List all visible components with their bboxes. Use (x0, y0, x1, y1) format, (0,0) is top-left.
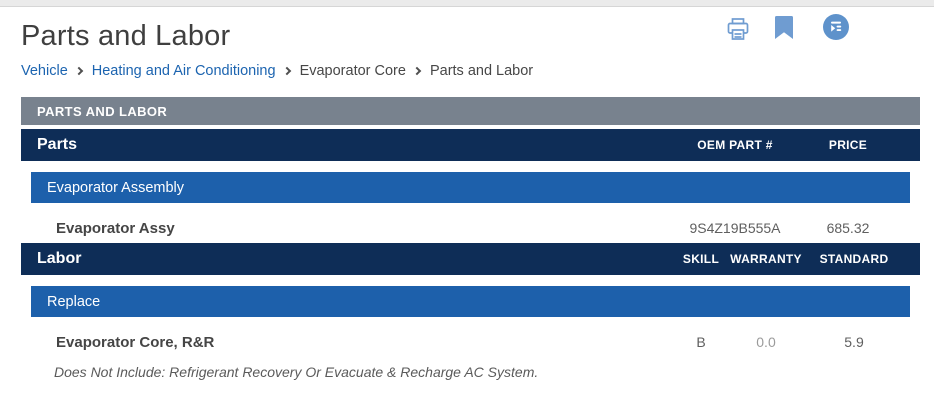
labor-skill-value: B (696, 334, 706, 350)
column-header-standard: STANDARD (819, 252, 889, 266)
labor-standard-value: 5.9 (844, 334, 864, 350)
breadcrumb-parts-and-labor: Parts and Labor (429, 62, 534, 79)
window-top-strip (0, 0, 934, 7)
bookmark-button[interactable] (775, 16, 793, 42)
quick-list-button[interactable] (823, 14, 849, 43)
part-name: Evaporator Assy (56, 219, 175, 237)
breadcrumb-heating-and-air-conditioning[interactable]: Heating and Air Conditioning (91, 62, 276, 79)
parts-and-labor-panel: PARTS AND LABOR Parts OEM PART # PRICE E… (21, 97, 920, 380)
parts-header-bar: Parts OEM PART # PRICE (21, 129, 920, 161)
labor-warranty-value: 0.0 (756, 334, 776, 350)
labor-row: Evaporator Core, R&R B 0.0 5.9 (21, 317, 920, 357)
labor-operation-name: Evaporator Core, R&R (56, 333, 215, 351)
chevron-right-icon (74, 66, 84, 75)
quick-list-icon (823, 14, 849, 43)
column-header-price: PRICE (828, 138, 868, 152)
labor-section-title: Labor (37, 250, 82, 267)
part-oem-number: 9S4Z19B555A (689, 220, 781, 236)
labor-group-header: Replace (31, 286, 910, 317)
breadcrumb-evaporator-core: Evaporator Core (299, 62, 406, 79)
print-icon (726, 18, 750, 47)
labor-header-bar: Labor SKILL WARRANTY STANDARD (21, 243, 920, 275)
chevron-right-icon (412, 66, 422, 75)
breadcrumb: Vehicle Heating and Air Conditioning Eva… (21, 61, 934, 80)
breadcrumb-vehicle[interactable]: Vehicle (21, 62, 68, 79)
print-button[interactable] (726, 17, 750, 47)
chevron-right-icon (282, 66, 291, 75)
part-row: Evaporator Assy 9S4Z19B555A 685.32 (21, 203, 920, 243)
column-header-warranty: WARRANTY (730, 252, 802, 266)
part-price: 685.32 (826, 220, 870, 236)
column-header-oem-part: OEM PART # (697, 138, 773, 152)
page-title: Parts and Labor (21, 20, 231, 52)
section-banner: PARTS AND LABOR (21, 97, 920, 125)
column-header-skill: SKILL (682, 252, 720, 266)
parts-group-header: Evaporator Assembly (31, 172, 910, 203)
labor-note: Does Not Include: Refrigerant Recovery O… (54, 364, 539, 380)
bookmark-icon (775, 16, 793, 42)
parts-section-title: Parts (37, 136, 78, 153)
